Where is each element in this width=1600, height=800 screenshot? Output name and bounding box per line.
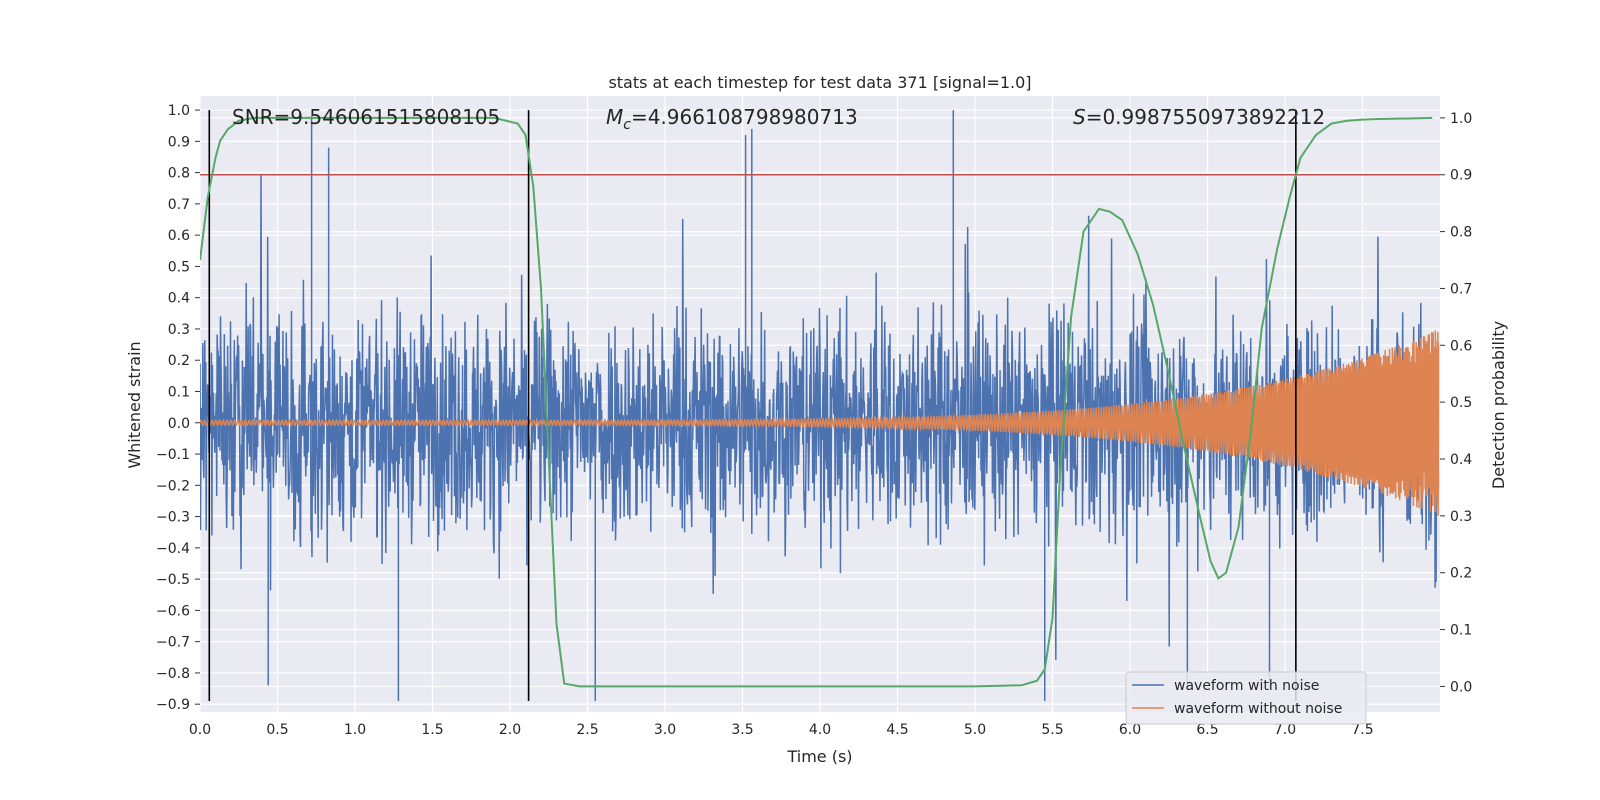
y-tick-label-right: 0.8 xyxy=(1450,225,1472,241)
y-tick-label-left: 0.3 xyxy=(168,322,190,338)
x-tick-label: 1.5 xyxy=(421,722,443,738)
y-tick-label-right: 0.3 xyxy=(1450,509,1472,525)
y-tick-label-left: −0.6 xyxy=(156,603,190,619)
y-axis-label-right: Detection probability xyxy=(1489,321,1508,489)
annotation-chirp-mass: Mc=4.966108798980713 xyxy=(606,105,858,133)
x-tick-label: 6.5 xyxy=(1196,722,1218,738)
annotation-chirp-mass-value: =4.966108798980713 xyxy=(631,105,858,129)
y-tick-label-left: 0.9 xyxy=(168,134,190,150)
x-tick-label: 0.5 xyxy=(266,722,288,738)
annotation-s-value: =0.9987550973892212 xyxy=(1086,105,1325,129)
y-tick-label-left: −0.2 xyxy=(156,478,190,494)
annotation-s: S=0.9987550973892212 xyxy=(1073,105,1325,129)
y-tick-label-right: 0.5 xyxy=(1450,395,1472,411)
legend: waveform with noise waveform without noi… xyxy=(1125,671,1367,725)
y-tick-label-left: 0.8 xyxy=(168,166,190,182)
x-tick-label: 5.0 xyxy=(964,722,986,738)
x-tick-label: 2.0 xyxy=(499,722,521,738)
y-tick-label-right: 0.2 xyxy=(1450,566,1472,582)
y-tick-label-left: −0.1 xyxy=(156,447,190,463)
annotation-chirp-mass-sub: c xyxy=(623,117,631,133)
x-tick-label: 7.0 xyxy=(1274,722,1296,738)
y-tick-label-left: −0.3 xyxy=(156,510,190,526)
y-tick-label-right: 0.6 xyxy=(1450,338,1472,354)
x-tick-label: 4.0 xyxy=(809,722,831,738)
marker-lines xyxy=(208,110,1297,702)
y-tick-label-left: −0.8 xyxy=(156,666,190,682)
y-tick-label-left: −0.9 xyxy=(156,697,190,713)
annotation-snr: SNR=9.546061515808105 xyxy=(232,105,500,129)
x-tick-label: 2.5 xyxy=(576,722,598,738)
y-tick-label-left: 0.0 xyxy=(168,416,190,432)
y-tick-label-right: 1.0 xyxy=(1450,111,1472,127)
y-tick-label-right: 0.4 xyxy=(1450,452,1472,468)
y-tick-label-left: −0.4 xyxy=(156,541,190,557)
x-tick-label: 7.5 xyxy=(1351,722,1373,738)
x-tick-label: 4.5 xyxy=(886,722,908,738)
series-waveform-without-noise xyxy=(200,330,1440,517)
y-tick-label-right: 0.0 xyxy=(1450,679,1472,695)
axis-ticks: 0.0 0.5 1.0 1.5 2.0 2.5 3.0 3.5 4.0 4.5 5.0 5.5 6.0 6… xyxy=(156,103,1472,738)
y-tick-label-left: 0.1 xyxy=(168,384,190,400)
y-tick-label-left: −0.7 xyxy=(156,635,190,651)
y-tick-label-right: 0.9 xyxy=(1450,168,1472,184)
x-axis-label: Time (s) xyxy=(786,747,852,766)
legend-label-clean: waveform without noise xyxy=(1174,701,1342,717)
y-tick-label-left: 1.0 xyxy=(168,103,190,119)
y-tick-label-left: −0.5 xyxy=(156,572,190,588)
annotation-s-symbol: S xyxy=(1073,105,1086,129)
x-tick-label: 3.0 xyxy=(654,722,676,738)
y-tick-label-left: 0.7 xyxy=(168,197,190,213)
series-detection-probability xyxy=(200,116,1433,688)
y-tick-label-left: 0.4 xyxy=(168,291,190,307)
y-tick-label-right: 0.7 xyxy=(1450,281,1472,297)
annotation-chirp-mass-symbol: M xyxy=(606,105,623,129)
y-tick-label-left: 0.2 xyxy=(168,353,190,369)
legend-box xyxy=(1125,671,1367,725)
x-tick-label: 0.0 xyxy=(189,722,211,738)
legend-label-noisy: waveform with noise xyxy=(1174,678,1319,694)
y-tick-label-left: 0.6 xyxy=(168,228,190,244)
x-tick-label: 5.5 xyxy=(1041,722,1063,738)
chart-title: stats at each timestep for test data 371… xyxy=(608,73,1031,92)
series-waveform-with-noise xyxy=(200,110,1440,702)
y-axis-label-left: Whitened strain xyxy=(125,341,144,468)
y-tick-label-left: 0.5 xyxy=(168,259,190,275)
x-tick-label: 3.5 xyxy=(731,722,753,738)
x-tick-label: 1.0 xyxy=(344,722,366,738)
y-tick-label-right: 0.1 xyxy=(1450,623,1472,639)
x-tick-label: 6.0 xyxy=(1119,722,1141,738)
